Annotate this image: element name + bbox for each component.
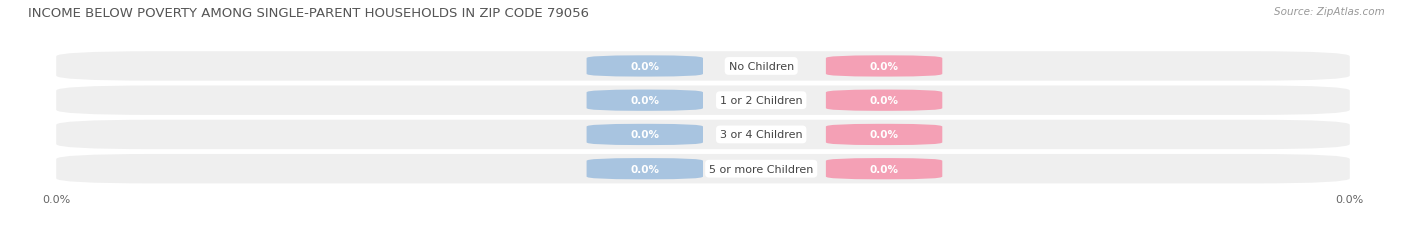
Text: 0.0%: 0.0% <box>630 164 659 174</box>
FancyBboxPatch shape <box>825 90 942 111</box>
FancyBboxPatch shape <box>586 124 703 146</box>
Text: 0.0%: 0.0% <box>869 62 898 72</box>
Text: 0.0%: 0.0% <box>869 164 898 174</box>
FancyBboxPatch shape <box>586 56 703 77</box>
FancyBboxPatch shape <box>825 158 942 179</box>
Text: Source: ZipAtlas.com: Source: ZipAtlas.com <box>1274 7 1385 17</box>
Text: 1 or 2 Children: 1 or 2 Children <box>720 96 803 106</box>
FancyBboxPatch shape <box>56 86 1350 116</box>
FancyBboxPatch shape <box>586 158 703 179</box>
FancyBboxPatch shape <box>586 90 703 111</box>
Text: 0.0%: 0.0% <box>869 130 898 140</box>
Text: 0.0%: 0.0% <box>630 130 659 140</box>
FancyBboxPatch shape <box>56 52 1350 81</box>
Text: 0.0%: 0.0% <box>630 96 659 106</box>
Text: 5 or more Children: 5 or more Children <box>709 164 814 174</box>
Text: No Children: No Children <box>728 62 794 72</box>
Text: INCOME BELOW POVERTY AMONG SINGLE-PARENT HOUSEHOLDS IN ZIP CODE 79056: INCOME BELOW POVERTY AMONG SINGLE-PARENT… <box>28 7 589 20</box>
Text: 0.0%: 0.0% <box>869 96 898 106</box>
Text: 3 or 4 Children: 3 or 4 Children <box>720 130 803 140</box>
FancyBboxPatch shape <box>825 124 942 146</box>
FancyBboxPatch shape <box>56 120 1350 149</box>
FancyBboxPatch shape <box>825 56 942 77</box>
FancyBboxPatch shape <box>56 154 1350 184</box>
Text: 0.0%: 0.0% <box>630 62 659 72</box>
